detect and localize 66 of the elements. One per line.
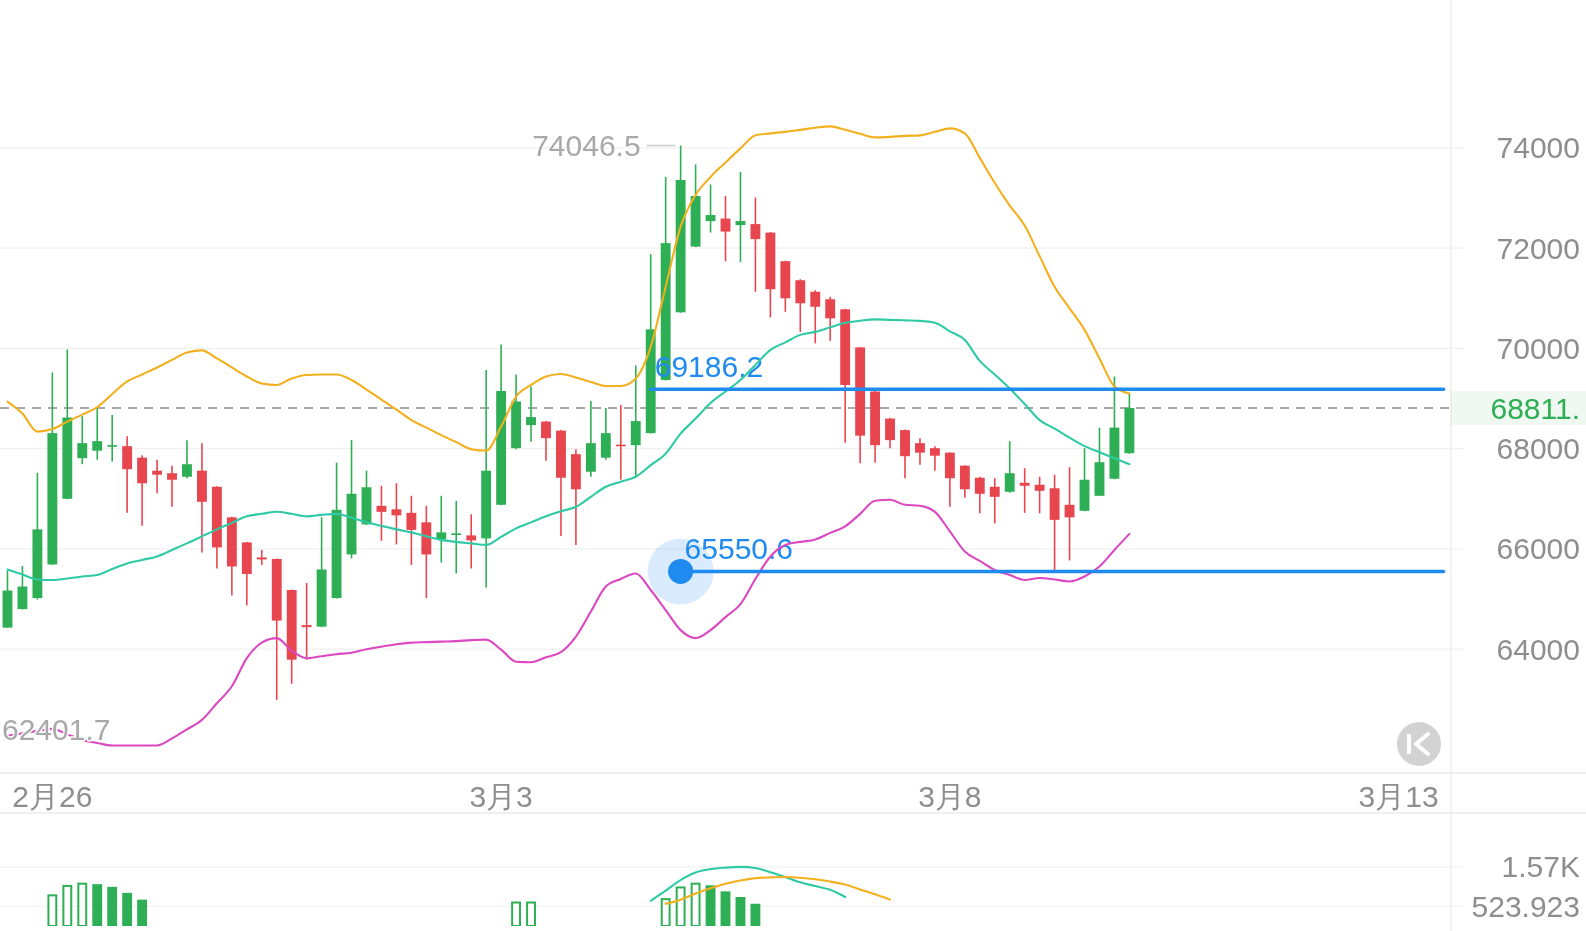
candlestick <box>436 494 447 564</box>
x-tick-label: 2月26 <box>12 779 93 813</box>
bar <box>92 884 103 926</box>
candlestick <box>451 500 462 575</box>
x-tick-label: 3月8 <box>918 779 982 813</box>
candlestick <box>107 414 118 463</box>
candlestick <box>256 549 267 566</box>
line-series <box>649 865 847 902</box>
bar <box>107 886 118 926</box>
line-series <box>664 875 892 905</box>
x-tick-label: 3月3 <box>469 779 533 813</box>
candlestick <box>182 439 192 480</box>
candlestick <box>167 464 177 508</box>
candlestick <box>825 295 836 342</box>
candlestick <box>750 196 761 293</box>
y-tick-label: 68000 <box>1496 432 1580 466</box>
bar <box>62 884 73 926</box>
candlestick <box>526 385 536 443</box>
candlestick <box>152 458 162 495</box>
bar <box>526 901 536 926</box>
candlestick <box>406 494 417 566</box>
candlestick <box>720 195 731 262</box>
candlestick <box>1019 467 1030 514</box>
candlestick <box>885 417 895 449</box>
annotation: 74046.5 <box>532 129 641 163</box>
candlestick <box>541 420 551 462</box>
candlestick <box>391 482 402 546</box>
candlestick <box>735 171 746 263</box>
bar <box>137 899 148 926</box>
candlestick <box>959 464 970 499</box>
bar <box>47 894 58 926</box>
y-tick-label: 1.57K <box>1501 850 1580 884</box>
candlestick <box>915 437 925 466</box>
candlestick <box>466 513 477 570</box>
y-tick-label: 64000 <box>1496 632 1580 666</box>
bar <box>511 901 522 926</box>
bar <box>675 886 686 926</box>
y-tick-label: 70000 <box>1496 331 1580 365</box>
candlestick <box>1034 475 1045 515</box>
ref-line-label: 68811. <box>1490 391 1580 425</box>
y-tick-label: 523.923 <box>1471 889 1580 923</box>
candlestick <box>1004 440 1015 494</box>
candlestick <box>77 415 88 465</box>
bar <box>735 897 746 926</box>
x-tick-label: 3月13 <box>1358 779 1439 813</box>
bar <box>77 882 88 926</box>
candlestick <box>989 477 1000 525</box>
y-tick-label: 74000 <box>1496 131 1580 165</box>
candlestick <box>301 582 312 661</box>
candlestick <box>122 435 133 514</box>
candlestick <box>376 484 387 542</box>
candlestick <box>92 407 103 461</box>
candlestick <box>795 278 806 333</box>
bar <box>720 891 731 926</box>
bar <box>750 903 761 926</box>
candlestick <box>929 445 940 472</box>
bar <box>122 892 133 926</box>
line-series <box>6 125 1131 452</box>
bar <box>660 898 671 926</box>
candlestick <box>705 183 716 234</box>
bar <box>690 882 701 926</box>
candlestick <box>974 475 985 515</box>
y-tick-label: 72000 <box>1496 231 1580 265</box>
y-tick-label: 66000 <box>1496 532 1580 566</box>
line-series <box>6 318 1131 582</box>
candlestick <box>810 289 821 345</box>
